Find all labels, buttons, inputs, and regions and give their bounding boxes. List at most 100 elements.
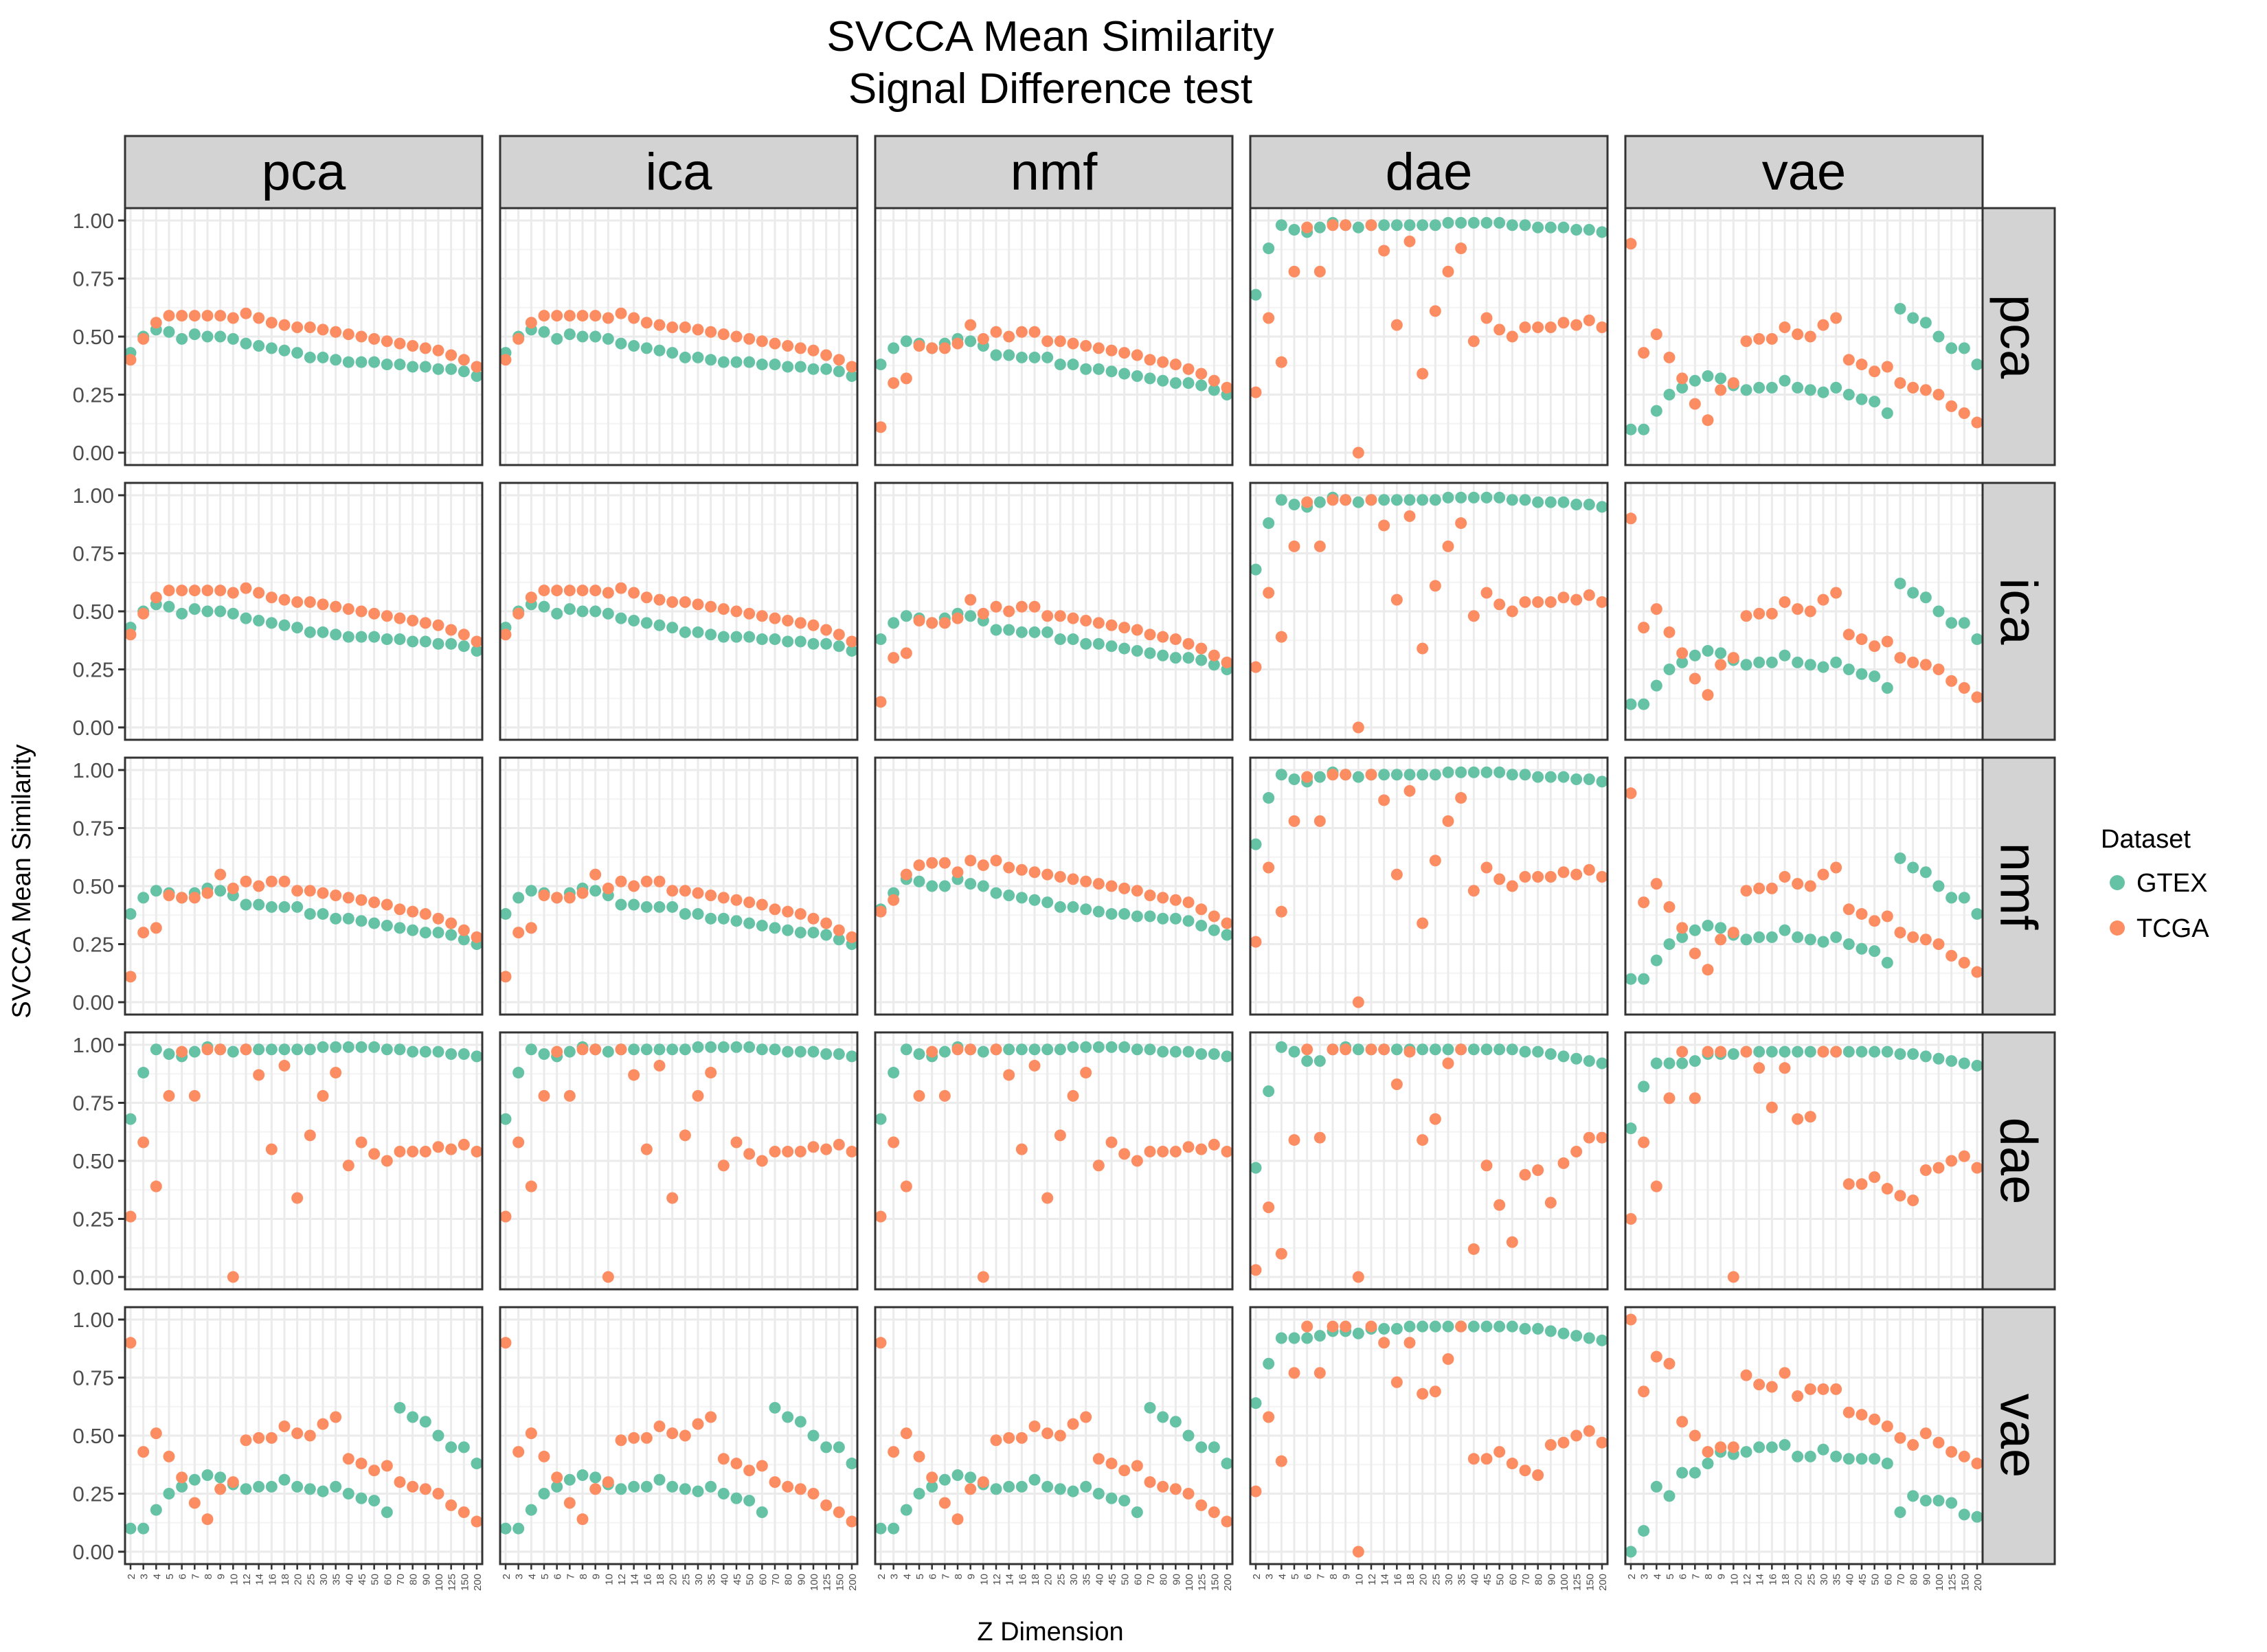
point-tcga: [1869, 1171, 1881, 1184]
point-gtex: [1945, 1055, 1958, 1067]
point-tcga: [1480, 1159, 1493, 1172]
point-tcga: [1493, 598, 1506, 611]
point-gtex: [1003, 890, 1015, 902]
point-tcga: [1727, 1271, 1739, 1283]
point-tcga: [1740, 335, 1752, 348]
point-gtex: [1403, 494, 1416, 506]
point-tcga: [951, 1513, 964, 1526]
x-tick-label: 6: [177, 1574, 189, 1579]
point-gtex: [900, 335, 912, 348]
point-tcga: [1403, 1045, 1416, 1058]
point-gtex: [342, 631, 354, 643]
point-gtex: [1702, 1458, 1714, 1470]
point-gtex: [499, 908, 512, 920]
point-tcga: [1932, 938, 1945, 950]
point-tcga: [951, 866, 964, 879]
point-gtex: [317, 1041, 329, 1053]
point-gtex: [1442, 766, 1454, 778]
point-tcga: [394, 1145, 406, 1157]
panel-vae-dae: [1249, 1306, 1609, 1565]
point-tcga: [1195, 367, 1208, 380]
point-tcga: [938, 1497, 951, 1509]
point-gtex: [1544, 496, 1557, 508]
point-gtex: [201, 605, 214, 618]
x-tick-label: 8: [1703, 1574, 1715, 1579]
point-gtex: [589, 605, 602, 618]
x-tick-label: 18: [1030, 1574, 1041, 1585]
point-gtex: [1403, 769, 1416, 781]
point-tcga: [1919, 384, 1932, 396]
point-tcga: [926, 342, 938, 354]
point-tcga: [602, 587, 614, 599]
point-gtex: [407, 635, 419, 648]
point-gtex: [1506, 494, 1518, 506]
x-tick-label: 35: [706, 1574, 718, 1585]
y-tick-label: 1.00: [73, 484, 114, 508]
point-tcga: [1519, 1168, 1531, 1181]
point-tcga: [717, 1159, 730, 1172]
point-tcga: [499, 354, 512, 366]
point-tcga: [1519, 321, 1531, 333]
point-tcga: [589, 1483, 602, 1495]
point-tcga: [163, 310, 175, 322]
x-tick-label: 150: [1959, 1574, 1971, 1591]
point-tcga: [653, 319, 666, 331]
point-gtex: [926, 1480, 938, 1493]
point-tcga: [640, 591, 653, 604]
point-tcga: [951, 612, 964, 624]
point-gtex: [717, 1488, 730, 1500]
point-tcga: [355, 1136, 368, 1149]
point-tcga: [1894, 377, 1906, 389]
x-tick-label: 150: [1209, 1574, 1221, 1591]
point-gtex: [1455, 766, 1467, 778]
x-tick-label: 100: [1559, 1574, 1570, 1591]
point-tcga: [1715, 659, 1727, 671]
point-gtex: [512, 892, 525, 904]
point-tcga: [330, 1067, 342, 1079]
point-tcga: [756, 610, 768, 622]
point-tcga: [1080, 1411, 1092, 1423]
point-gtex: [807, 637, 820, 650]
point-gtex: [1041, 626, 1054, 638]
point-tcga: [1570, 319, 1583, 331]
point-gtex: [1779, 1439, 1791, 1451]
point-gtex: [188, 1473, 201, 1486]
point-tcga: [525, 591, 537, 604]
point-tcga: [1169, 894, 1182, 906]
point-tcga: [1894, 652, 1906, 664]
point-gtex: [240, 337, 252, 350]
column-strip-label: ica: [645, 143, 712, 201]
point-tcga: [1429, 580, 1441, 592]
point-tcga: [1275, 905, 1287, 918]
y-tick-label: 0.25: [73, 1482, 114, 1506]
x-tick-label: 12: [616, 1574, 628, 1585]
point-tcga: [227, 1271, 239, 1283]
point-gtex: [355, 1492, 368, 1504]
point-tcga: [1144, 1145, 1156, 1157]
point-gtex: [381, 633, 393, 646]
point-tcga: [342, 892, 354, 904]
x-tick-label: 6: [552, 1574, 564, 1579]
point-gtex: [1208, 1048, 1220, 1061]
point-tcga: [628, 312, 640, 324]
point-tcga: [1570, 1429, 1583, 1442]
point-tcga: [1638, 622, 1650, 634]
y-tick-label: 0.50: [73, 600, 114, 624]
point-gtex: [1131, 370, 1143, 382]
point-gtex: [1715, 922, 1727, 934]
point-tcga: [1028, 1059, 1041, 1072]
point-tcga: [1015, 863, 1028, 876]
point-gtex: [1390, 1043, 1403, 1056]
point-gtex: [938, 1045, 951, 1058]
point-tcga: [1779, 870, 1791, 883]
point-gtex: [1740, 1446, 1752, 1458]
point-gtex: [1417, 219, 1429, 231]
point-gtex: [419, 361, 431, 373]
x-tick-label: 14: [1755, 1574, 1766, 1585]
point-gtex: [615, 337, 627, 350]
point-tcga: [214, 1043, 227, 1056]
point-tcga: [1067, 612, 1079, 624]
point-gtex: [794, 1416, 807, 1428]
point-gtex: [900, 1504, 912, 1516]
point-gtex: [846, 644, 858, 657]
